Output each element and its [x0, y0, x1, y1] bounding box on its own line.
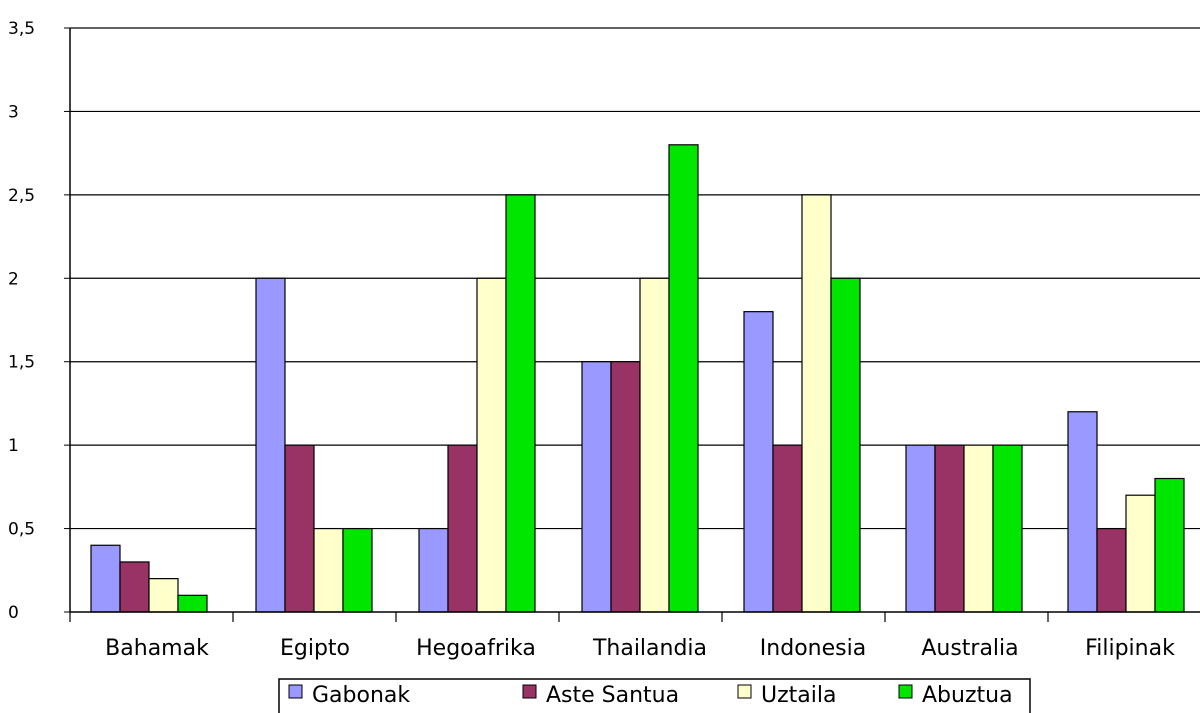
y-tick-label: 1,5: [8, 353, 35, 373]
category-label: Bahamak: [105, 636, 209, 661]
bar-uztaila-indonesia: [801, 194, 832, 613]
bar-gabonak-thailandia: [581, 361, 612, 613]
legend: Gabonak Aste Santua Uztaila Abuztua: [278, 678, 1031, 713]
category-label: Filipinak: [1085, 636, 1175, 661]
legend-label: Aste Santua: [546, 683, 679, 708]
bar-aste-santua-australia: [934, 444, 965, 613]
bar-abuztua-thailandia: [668, 144, 699, 613]
bar-uztaila-hegoafrika: [476, 277, 507, 613]
bar-abuztua-hegoafrika: [505, 194, 536, 613]
y-tick-label: 3: [8, 102, 19, 122]
bar-uztaila-thailandia: [639, 277, 670, 613]
bar-aste-santua-filipinak: [1096, 527, 1127, 613]
legend-label: Gabonak: [312, 683, 410, 708]
y-tick-label: 0,5: [8, 520, 35, 540]
bar-aste-santua-thailandia: [610, 361, 641, 613]
legend-label: Abuztua: [922, 683, 1013, 708]
bar-uztaila-australia: [963, 444, 994, 613]
y-tick-label: 3,5: [8, 19, 35, 39]
bar-abuztua-bahamak: [177, 594, 208, 613]
y-tick-label: 0: [8, 603, 19, 623]
bar-abuztua-indonesia: [830, 277, 861, 613]
legend-swatch: [737, 684, 752, 699]
bar-aste-santua-egipto: [284, 444, 315, 613]
bar-aste-santua-indonesia: [772, 444, 803, 613]
bar-uztaila-filipinak: [1125, 494, 1156, 613]
x-axis-labels: Bahamak Egipto Hegoafrika Thailandia Indones…: [105, 636, 1175, 661]
bar-aste-santua-bahamak: [119, 561, 150, 613]
axes: [69, 28, 1200, 622]
bar-uztaila-egipto: [313, 527, 344, 613]
bar-gabonak-indonesia: [743, 311, 774, 613]
bar-gabonak-egipto: [255, 277, 286, 613]
bar-gabonak-hegoafrika: [418, 527, 449, 613]
category-label: Australia: [921, 636, 1018, 661]
bar-abuztua-australia: [992, 444, 1023, 613]
category-label: Egipto: [280, 636, 350, 661]
legend-swatch: [898, 684, 913, 699]
bar-gabonak-australia: [905, 444, 936, 613]
legend-swatch: [288, 684, 303, 699]
category-label: Hegoafrika: [416, 636, 536, 661]
bar-aste-santua-hegoafrika: [447, 444, 478, 613]
y-tick-label: 2: [8, 269, 19, 289]
bar-gabonak-filipinak: [1067, 411, 1098, 613]
y-tick-label: 1: [8, 436, 19, 456]
y-tick-label: 2,5: [8, 186, 35, 206]
bar-abuztua-filipinak: [1154, 477, 1185, 613]
bar-gabonak-bahamak: [90, 544, 121, 613]
bars: [90, 144, 1185, 613]
legend-label: Uztaila: [761, 683, 836, 708]
category-label: Indonesia: [760, 636, 866, 661]
y-axis-ticks: 0 0,5 1 1,5 2 2,5 3 3,5: [8, 19, 70, 623]
bar-abuztua-egipto: [342, 527, 373, 613]
bar-uztaila-bahamak: [148, 578, 179, 613]
category-label: Thailandia: [592, 636, 707, 661]
legend-swatch: [522, 684, 537, 699]
